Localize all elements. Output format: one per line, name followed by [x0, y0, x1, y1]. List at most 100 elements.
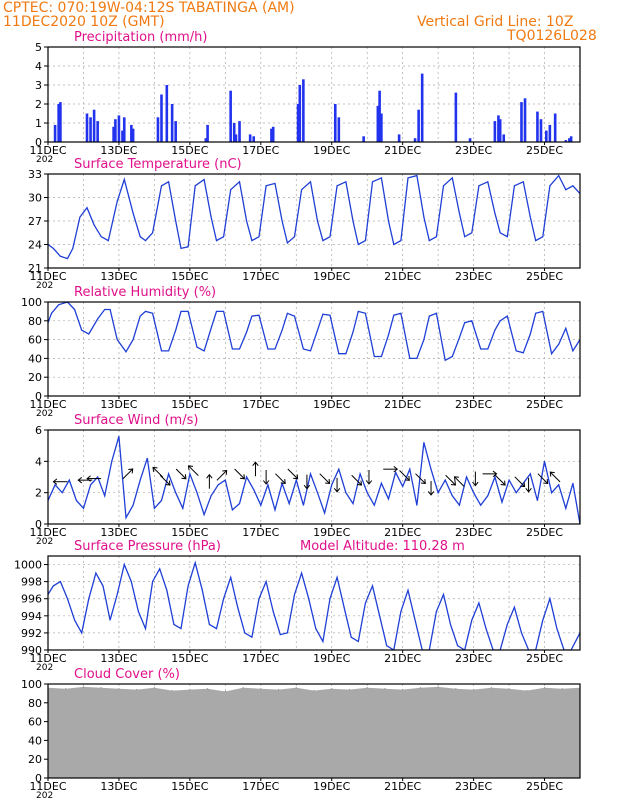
temperature-series-point [549, 185, 551, 187]
pressure-series-point [293, 593, 295, 595]
wind-arrow [427, 480, 435, 496]
wind-arrow-head [325, 479, 331, 485]
humidity-series-point [480, 348, 482, 350]
humidity-series-point [535, 312, 537, 314]
pressure-series-point [109, 619, 111, 621]
wind-series-point [189, 473, 191, 475]
cloud-cover-point [171, 689, 173, 692]
precipitation-bar [380, 113, 383, 142]
humidity-series-point [487, 348, 489, 350]
cloud-cover-point [366, 687, 368, 689]
precipitation-title: Precipitation (mm/h) [74, 30, 207, 45]
precipitation-ytick-label: 2 [35, 98, 42, 111]
humidity-series-line [48, 302, 580, 362]
wind-series-point [402, 485, 404, 487]
cloud-cover-point [331, 688, 333, 690]
humidity-series-point [551, 353, 553, 355]
temperature-series-point [194, 185, 196, 187]
precipitation-bar [156, 117, 160, 142]
precipitation-bar [378, 90, 381, 142]
wind-series-point [132, 504, 134, 506]
wind-series-point [111, 460, 113, 462]
cloud-cover-point [543, 687, 546, 689]
temperature-series-point [258, 236, 260, 238]
humidity-series-point [281, 329, 283, 331]
wind-series-point [97, 476, 99, 478]
pressure-series-point [215, 628, 217, 630]
wind-series-point [437, 492, 439, 494]
pressure-series-point [187, 585, 189, 587]
humidity-series-point [139, 315, 141, 317]
wind-arrow [319, 473, 331, 485]
pressure-series-point [123, 564, 125, 566]
cloud-frame [47, 683, 581, 779]
precipitation-xtick-label-21dec: 21DEC [384, 144, 421, 157]
pressure-series-point [542, 619, 544, 621]
precipitation-bar [333, 104, 337, 142]
temperature-xtick-label-17dec: 17DEC [242, 270, 279, 283]
temperature-series-point [293, 236, 295, 238]
humidity-series-point [471, 320, 473, 322]
cloud-xtick-label-15dec: 15DEC [171, 780, 208, 793]
precipitation-bar [234, 134, 238, 142]
temperature-series-point [160, 185, 162, 187]
wind-series-point [359, 473, 361, 475]
wind-arrow [175, 468, 187, 480]
precipitation-xtick-label-17dec: 17DEC [242, 144, 279, 157]
humidity-series-point [515, 350, 517, 352]
precipitation-bar [85, 113, 89, 142]
pressure-series-point [308, 598, 310, 600]
humidity-xtick-label-21dec: 21DEC [384, 398, 421, 411]
pressure-ytick-label: 998 [21, 576, 42, 589]
temperature-xtick-label-21dec: 21DEC [384, 270, 421, 283]
wind-arrow-head [525, 488, 532, 493]
wind-series-point [551, 492, 553, 494]
pressure-series-point [471, 619, 473, 621]
temperature-xtick-label-11dec: 11DEC [29, 270, 66, 283]
precipitation-bar [160, 94, 163, 142]
cloud-cover-point [490, 687, 492, 689]
humidity-series-point [409, 357, 411, 359]
humidity-series-point [364, 312, 366, 314]
cloud-ytick-label: 40 [28, 734, 42, 747]
temperature-xtick-label-13dec: 13DEC [100, 270, 137, 283]
wind-arrow-shaft [494, 474, 506, 486]
cloud-cover-point [313, 689, 315, 692]
wind-series-point [395, 471, 397, 473]
precipitation-bar [131, 128, 135, 142]
wind-series-point [274, 509, 276, 511]
temperature-series-point [572, 185, 574, 187]
wind-series-point [210, 495, 212, 497]
humidity-series-point [58, 304, 60, 306]
temperature-series-point [380, 177, 382, 179]
precipitation-bar [96, 121, 99, 142]
humidity-xtick-label-25dec: 25DEC [526, 398, 563, 411]
cloud-cover-point [277, 689, 280, 691]
cloud-cover-point [189, 689, 191, 691]
humidity-series-point [180, 310, 182, 312]
wind-arrow [234, 468, 245, 480]
wind-series-point [68, 479, 70, 481]
precipitation-bar [114, 119, 117, 142]
pressure-xtick-label-21dec: 21DEC [384, 652, 421, 665]
temperature-series-point [464, 236, 466, 238]
humidity-series-point [428, 315, 430, 317]
wind-series-point [338, 468, 340, 470]
precipitation-bar [545, 130, 548, 142]
humidity-series-point [451, 356, 453, 358]
cloud-cover-point [402, 689, 404, 691]
wind-series-point [54, 484, 56, 486]
pressure-series-point [244, 632, 246, 634]
wind-arrow [152, 466, 164, 478]
wind-xtick-label-19dec: 19DEC [313, 526, 350, 539]
pressure-series-point [152, 581, 154, 583]
pressure-series-point [67, 598, 69, 600]
humidity-series-point [317, 329, 319, 331]
wind-arrow-head [365, 480, 373, 485]
wind-series-point [224, 479, 226, 481]
wind-arrow-shaft [537, 473, 549, 484]
wind-series-point [331, 484, 333, 486]
pressure-series-point [556, 628, 558, 630]
humidity-series-point [400, 312, 402, 314]
temperature-series-point [203, 178, 205, 180]
